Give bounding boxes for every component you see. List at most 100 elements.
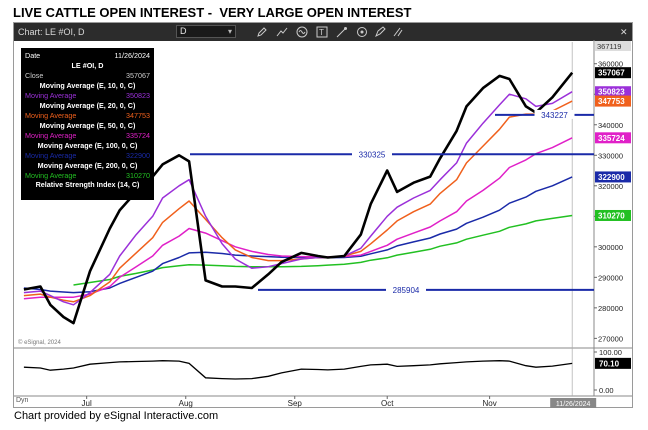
price-tag-label: 335724: [598, 134, 625, 143]
info-date-row: Date 11/26/2024: [21, 51, 154, 61]
footer-credit: Chart provided by eSignal Interactive.co…: [14, 410, 219, 422]
price-tag-label: 347753: [598, 97, 625, 106]
info-ma-label: Moving Average: [25, 91, 77, 100]
info-ma-value: 335724: [126, 131, 150, 140]
info-rsi-row: Relative Strength Index (14, C): [21, 180, 154, 190]
info-close-value: 357067: [126, 71, 150, 80]
price-tag-ema200: [595, 209, 631, 221]
info-ma-header-row: Moving Average (E, 200, 0, C): [21, 161, 154, 171]
y-tick-label: 300000: [598, 243, 623, 252]
edit-icon[interactable]: [374, 26, 386, 38]
info-symbol: LE #OI, D: [71, 61, 104, 70]
interval-select[interactable]: D ▾: [176, 25, 236, 38]
svg-text:T: T: [319, 28, 324, 37]
level-label-bg: [534, 109, 575, 119]
top-scale-label: 367119: [597, 42, 621, 51]
page-title: LIVE CATTLE OPEN INTEREST - VERY LARGE O…: [13, 5, 412, 20]
y-tick-label: 270000: [598, 334, 623, 343]
info-rsi-header: Relative Strength Index (14, C): [35, 180, 140, 189]
info-ma-label: Moving Average: [25, 151, 77, 160]
info-ma-header: Moving Average (E, 10, 0, C): [39, 81, 136, 90]
info-ma-value: 347753: [126, 111, 150, 120]
rsi-line: [23, 360, 573, 380]
brush-icon[interactable]: [392, 26, 404, 38]
rsi-tick-label: 100.00: [599, 348, 622, 357]
chevron-down-icon: ▾: [227, 27, 232, 36]
info-ma-label: Moving Average: [25, 111, 77, 120]
grid-layer: [14, 40, 632, 397]
series-line-ema10: [23, 91, 573, 306]
dyn-label[interactable]: Dyn: [16, 397, 29, 404]
info-ma-header: Moving Average (E, 200, 0, C): [37, 161, 138, 170]
trend-line-icon[interactable]: [276, 26, 288, 38]
wave-icon[interactable]: [296, 26, 308, 38]
series-line-ema50: [23, 137, 573, 300]
level-label-bg: [386, 284, 426, 294]
price-tag-label: 310270: [598, 211, 625, 220]
chart-symbol-label[interactable]: Chart: LE #OI, D: [18, 27, 85, 37]
info-ma-header-row: Moving Average (E, 100, 0, C): [21, 141, 154, 151]
info-close-row: Close 357067: [21, 71, 154, 81]
last-date-box: [550, 398, 597, 408]
rsi-layer: 100.00 0.00 70.10: [23, 348, 631, 395]
price-tag-label: 350823: [598, 88, 625, 97]
info-ma-value-row: Moving Average 322900: [21, 151, 154, 161]
info-ma-header-row: Moving Average (E, 50, 0, C): [21, 121, 154, 131]
level-label: 330325: [359, 150, 386, 159]
level-label: 285904: [393, 286, 420, 295]
info-close-label: Close: [25, 71, 44, 80]
x-tick-label: Sep: [288, 399, 303, 408]
info-ma-header-row: Moving Average (E, 10, 0, C): [21, 81, 154, 91]
close-icon[interactable]: ✕: [620, 27, 628, 37]
x-tick-label: Nov: [482, 399, 496, 408]
info-ma-label: Moving Average: [25, 131, 77, 140]
info-ma-value-row: Moving Average 347753: [21, 111, 154, 121]
hline-layer: 330325 343227 285904: [190, 109, 594, 295]
series-line-ema200: [73, 214, 573, 286]
rsi-last-label: 70.10: [599, 359, 620, 368]
info-ma-value: 322900: [126, 151, 150, 160]
series-layer: [23, 71, 574, 325]
y-tick-label: 340000: [598, 121, 623, 130]
y-tick-label: 280000: [598, 304, 623, 313]
text-icon[interactable]: T: [316, 26, 328, 38]
info-ma-value-row: Moving Average 350823: [21, 91, 154, 101]
rsi-last-box: [595, 357, 631, 369]
price-tag-ema50: [595, 132, 631, 144]
price-tag-oi: [595, 67, 631, 79]
draw-icon[interactable]: [336, 26, 348, 38]
info-ma-header-row: Moving Average (E, 20, 0, C): [21, 101, 154, 111]
info-ma-value: 350823: [126, 91, 150, 100]
y-tick-label: 360000: [598, 60, 623, 69]
info-date-label: Date: [25, 51, 41, 60]
level-label-bg: [352, 149, 392, 159]
y-tick-label: 330000: [598, 151, 623, 160]
axis-layer: 2700002800002900003000003100003200003300…: [82, 41, 631, 408]
series-line-oi: [23, 71, 574, 325]
info-ma-value-row: Moving Average 310270: [21, 171, 154, 181]
settings-icon[interactable]: [356, 26, 368, 38]
x-tick-label: Oct: [381, 399, 394, 408]
info-ma-header: Moving Average (E, 100, 0, C): [37, 141, 138, 150]
rsi-tick-label: 0.00: [599, 386, 614, 395]
info-panel: Date 11/26/2024 LE #OI, D Close 357067 M…: [21, 48, 154, 200]
interval-value: D: [180, 26, 187, 36]
info-ma-header: Moving Average (E, 20, 0, C): [39, 101, 136, 110]
info-ma-header: Moving Average (E, 50, 0, C): [39, 121, 136, 130]
price-tag-label: 322900: [598, 173, 625, 182]
series-line-ema100: [23, 176, 573, 294]
info-ma-label: Moving Average: [25, 171, 77, 180]
price-tag-ema100: [595, 171, 631, 183]
price-tag-ema10: [595, 86, 631, 98]
pencil-icon[interactable]: [256, 26, 268, 38]
info-ma-value-row: Moving Average 335724: [21, 131, 154, 141]
chart-toolbar: Chart: LE #OI, D D ▾ T ✕: [14, 23, 632, 41]
info-date-value: 11/26/2024: [114, 51, 150, 60]
y-tick-label: 320000: [598, 182, 623, 191]
price-tag-label: 357067: [598, 69, 625, 78]
top-scale-box: [595, 41, 631, 51]
price-tag-ema20: [595, 95, 631, 107]
watermark-text: © eSignal, 2024: [18, 339, 61, 346]
x-tick-label: Jul: [82, 399, 92, 408]
